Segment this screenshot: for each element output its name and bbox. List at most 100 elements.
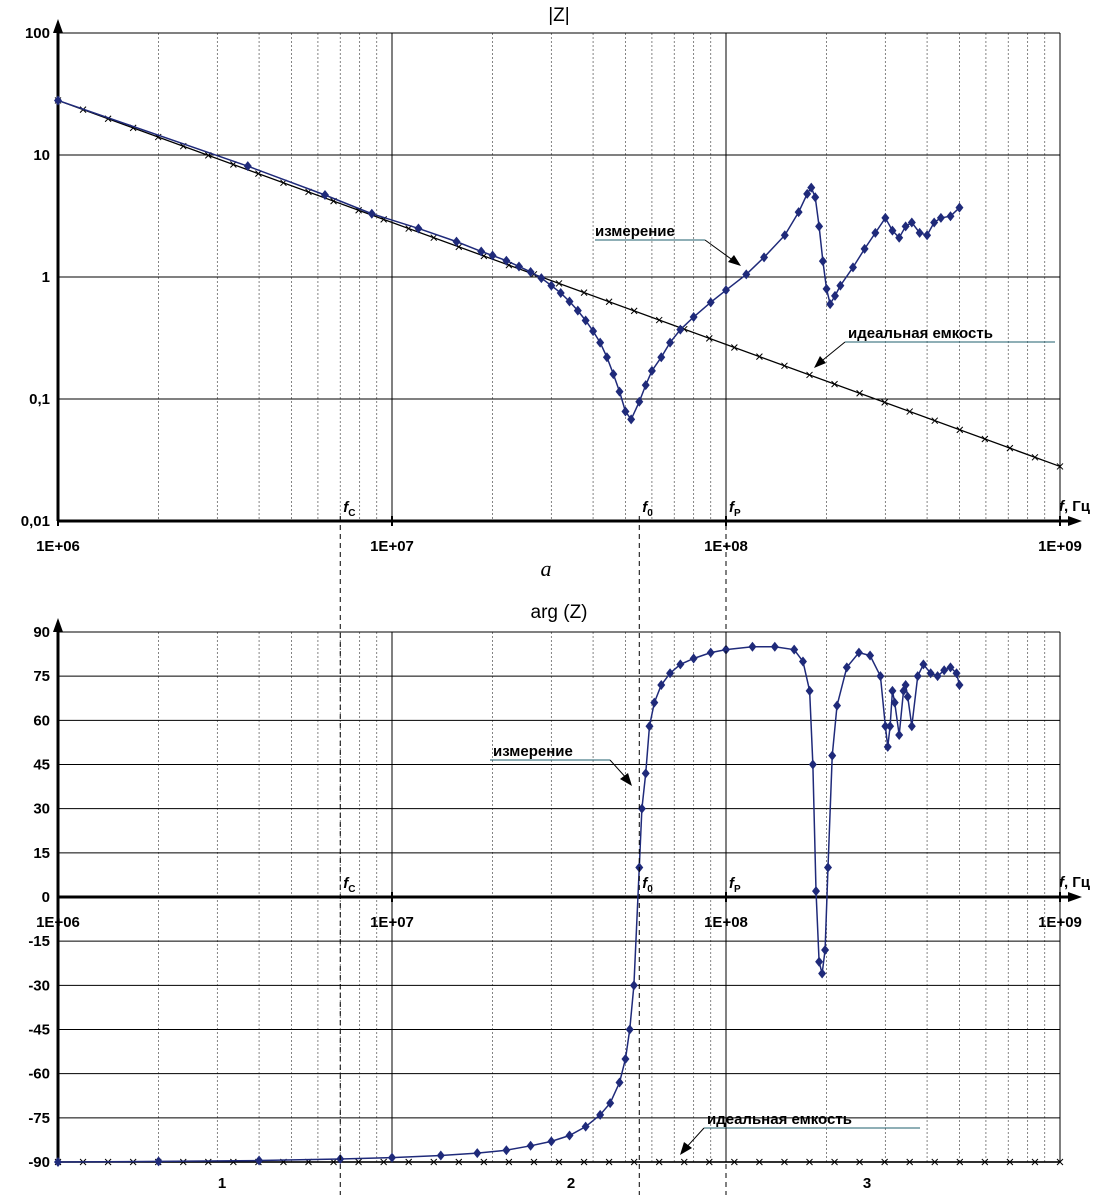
ideal-capacitance-point [605,1158,613,1166]
measurement-point [895,232,904,243]
x-axis-label: f, Гц [1059,874,1091,891]
measurement-point [923,230,932,241]
measurement-point [657,352,666,363]
measurement-point [255,1155,264,1166]
x-tick-label: 1E+06 [36,538,80,555]
annotation-arrowhead [680,1142,692,1155]
ideal-capacitance-point [831,380,838,388]
ideal-capacitance-point [355,1158,362,1166]
region-label: 2 [567,1175,575,1192]
y-axis-arrow [53,618,63,632]
measurement-point [581,1121,590,1132]
region-label: 1 [218,1175,226,1192]
ideal-capacitance-point [330,1158,337,1166]
measurement-point [805,685,814,696]
chart-title: arg (Z) [531,602,588,623]
measurement-point [637,803,646,814]
measurement-point [901,221,910,232]
measurement-point [936,212,945,223]
ideal-capacitance-point [881,399,889,406]
measurement-point [629,980,638,991]
measurement-point [854,647,863,658]
measurement-point [828,750,837,761]
y-tick-label: -90 [28,1154,50,1171]
measurement-point [913,671,922,682]
frequency-marker-label: fC [343,499,355,519]
measurement-point [888,685,897,696]
measurement-point [848,262,857,273]
measurement-point [54,95,62,106]
measurement-point [526,266,535,277]
chart-title: |Z| [548,5,569,26]
measurement-point [818,256,827,267]
y-tick-label: 60 [33,712,50,729]
measurement-point [526,1140,535,1151]
ideal-capacitance-point [630,1158,638,1166]
measurement-point [901,680,910,690]
ideal-capacitance-point [1031,453,1039,461]
ideal-capacitance-point [430,234,438,242]
measurement-point [537,273,546,284]
measurement-point [573,305,582,316]
y-axis-arrow [53,19,63,33]
y-tick-label: -60 [28,1066,50,1083]
ideal-capacitance-point [505,1158,513,1166]
y-tick-label: 90 [33,624,50,641]
frequency-marker-label: f0 [642,499,653,519]
measurement-point [794,207,803,218]
y-tick-label: 45 [33,757,50,774]
frequency-marker-label: fC [343,875,355,895]
measurement-point [615,1077,624,1088]
y-tick-label: 0,01 [21,513,50,530]
measurement-point [808,759,817,770]
ideal-capacitance-point [1056,1158,1064,1166]
measurement-annotation: измерение [493,743,573,760]
x-tick-label: 1E+07 [370,914,414,931]
ideal-capacitance-point [981,435,989,443]
annotation-arrowhead [728,255,741,266]
measurement-point [645,721,654,732]
measurement-point [748,641,757,652]
x-tick-label: 1E+06 [36,914,80,931]
measurement-point [488,250,497,261]
x-tick-label: 1E+09 [1038,914,1082,931]
ideal-capacitance-point [856,389,863,397]
frequency-marker-label: f0 [642,875,653,895]
ideal-capacitance-point [906,1158,914,1166]
y-tick-label: 0,1 [29,391,50,408]
measurement-point [602,352,611,363]
measurement-point [722,285,730,296]
annotation-arrowhead [620,773,632,786]
impedance-phase-chart: 90 75 60 45 30 15 0 -15 -30 -45 -60 -75 -90 1E+06 1E+0… [28,602,1090,1192]
measurement-point [596,337,605,348]
measurement-point [388,1152,396,1163]
y-tick-label: 1 [42,269,50,286]
measurement-point [818,968,827,979]
measurement-point [367,208,376,219]
ideal-capacitance-point [380,1158,388,1166]
measurement-point [803,188,812,199]
measurement-point [815,956,824,967]
region-label: 3 [863,1175,871,1192]
ideal-capacitance-point [655,1158,663,1166]
measurement-point [952,668,961,679]
ideal-capacitance-annotation: идеальная емкость [848,325,993,342]
ideal-capacitance-point [756,1158,763,1166]
measurement-point [596,1109,605,1120]
measurement-point [243,161,252,172]
measurement-point [689,312,698,323]
measurement-point [609,369,618,380]
frequency-marker-label: fP [729,499,741,519]
measurement-point [780,230,789,241]
measurement-point [830,290,839,301]
ideal-capacitance-point [1056,463,1064,470]
measurement-point [888,225,897,236]
measurement-point [666,337,675,348]
annotation-arrowhead [814,356,826,368]
ideal-capacitance-point [705,334,713,342]
ideal-capacitance-point [655,316,663,324]
ideal-capacitance-point [1006,1158,1014,1166]
measurement-point [742,269,751,280]
ideal-capacitance-point [831,1158,838,1166]
